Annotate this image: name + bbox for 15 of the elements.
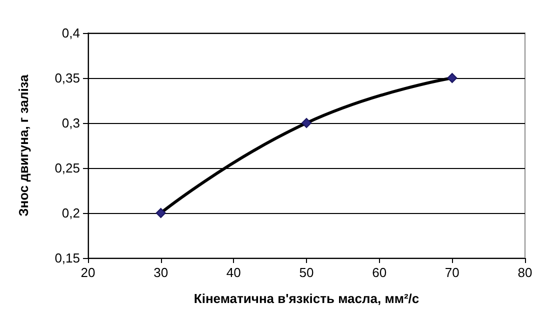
- y-tick-label: 0,25: [54, 160, 80, 176]
- x-tick-label: 30: [154, 265, 168, 280]
- x-tick-label: 60: [372, 265, 387, 280]
- x-tick-label: 50: [299, 265, 314, 280]
- x-tick-label: 20: [80, 265, 96, 280]
- x-tick-label: 80: [518, 265, 532, 280]
- y-tick-label: 0,35: [54, 70, 80, 86]
- x-tick-label: 70: [444, 265, 460, 280]
- y-tick-label: 0,2: [62, 206, 80, 220]
- y-tick-label: 0,4: [62, 26, 80, 40]
- y-tick-label: 0,15: [54, 250, 80, 266]
- x-axis-title: Кінематична в'язкість масла, мм²/с: [194, 291, 420, 306]
- y-axis-title: Знос двигуна, г заліза: [16, 74, 31, 216]
- y-tick-label: 0,3: [62, 116, 80, 130]
- x-tick-label: 40: [226, 265, 241, 280]
